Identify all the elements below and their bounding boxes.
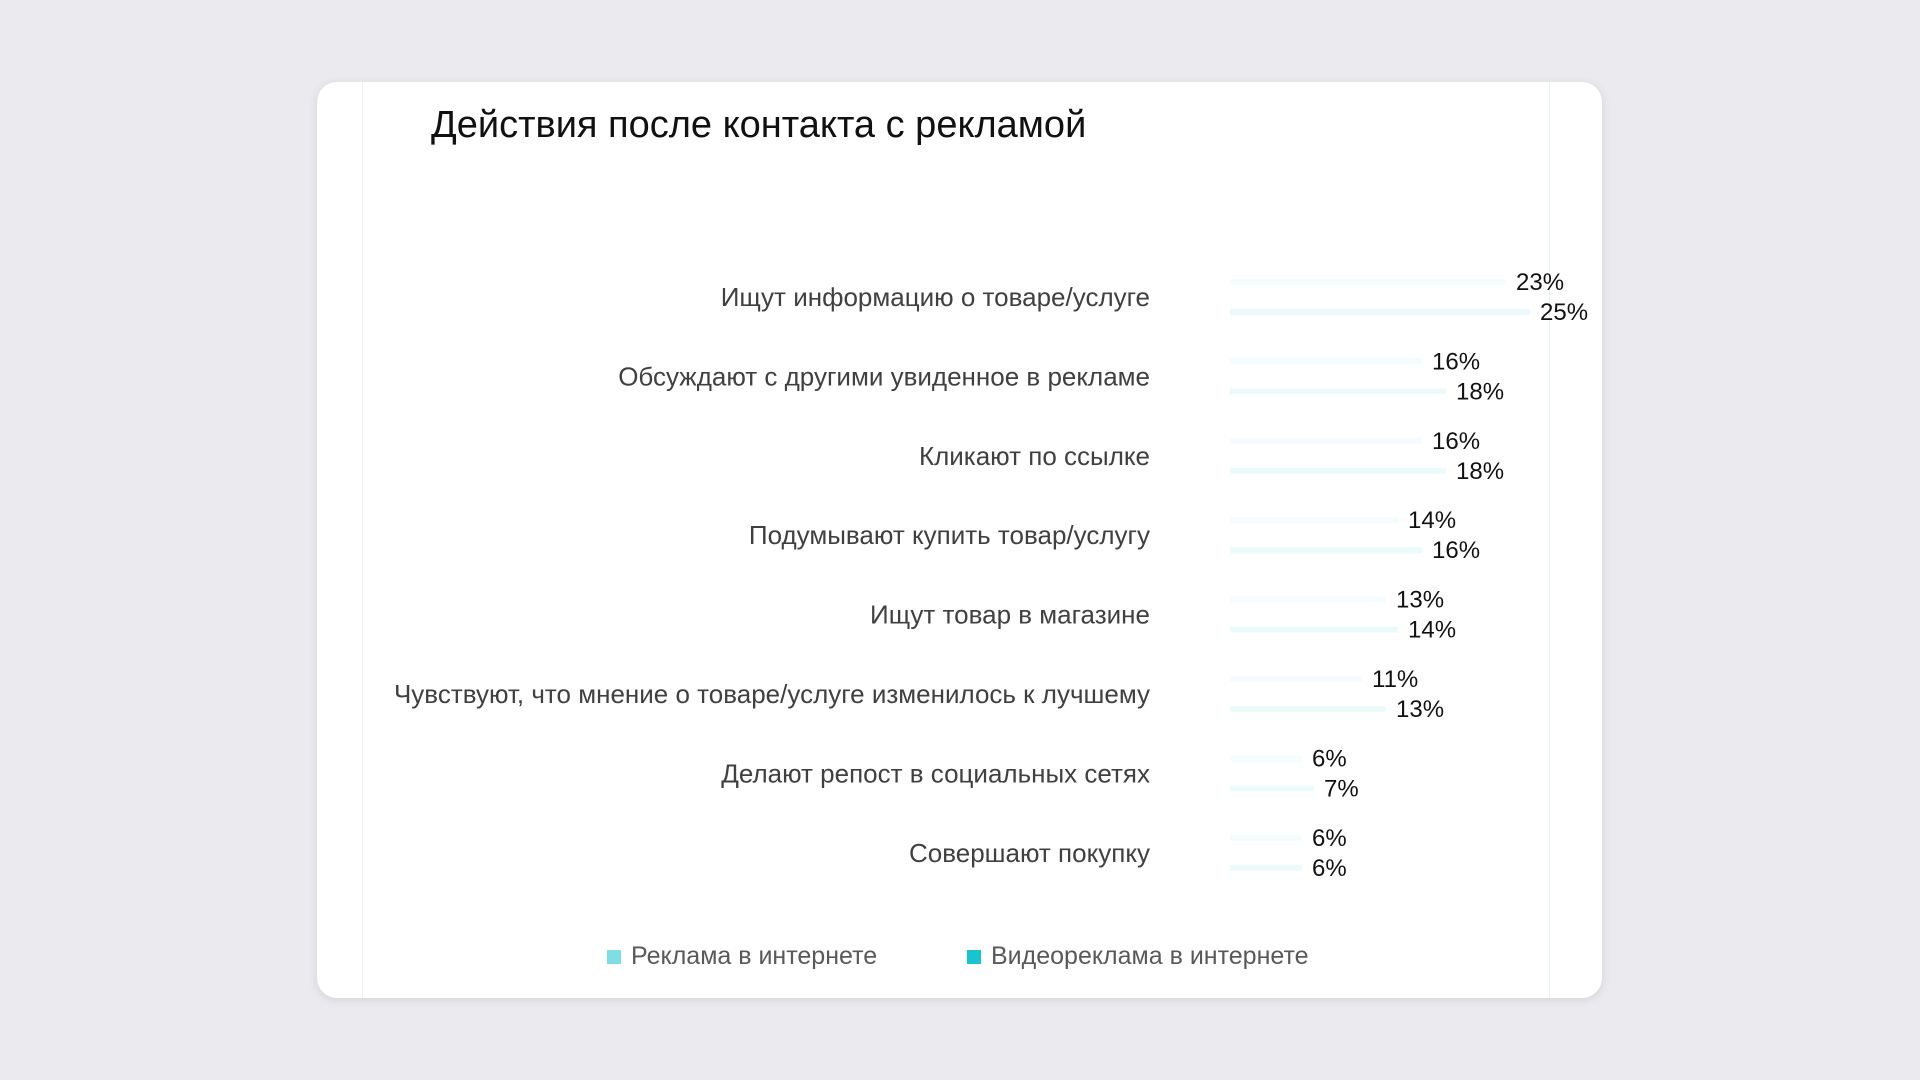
bar-series-1 <box>1230 517 1398 524</box>
legend-item-series-1: Реклама в интернете <box>607 942 877 971</box>
data-label-series-2: 14% <box>1408 617 1456 644</box>
data-label-series-2: 25% <box>1540 299 1588 326</box>
chart-legend: Реклама в интернете Видеореклама в интер… <box>317 942 1602 982</box>
bar-series-1 <box>1230 596 1386 603</box>
category-label: Подумывают купить товар/услугу <box>749 520 1150 550</box>
category-label: Ищут информацию о товаре/услуге <box>721 282 1150 312</box>
legend-swatch-series-2 <box>967 949 981 964</box>
bar-series-1 <box>1230 834 1302 841</box>
category-label: Чувствуют, что мнение о товаре/услуге из… <box>394 679 1150 709</box>
bar-series-1 <box>1230 437 1422 444</box>
bar-series-1 <box>1230 358 1422 365</box>
bar-series-2 <box>1230 785 1314 792</box>
chart-card: Действия после контакта с рекламой Ищут … <box>317 82 1602 998</box>
bar-series-1 <box>1230 755 1302 762</box>
data-label-series-1: 6% <box>1312 745 1347 772</box>
category-label: Делают репост в социальных сетях <box>721 758 1150 788</box>
data-label-series-1: 16% <box>1432 428 1480 455</box>
bar-chart: Ищут информацию о товаре/услуге 23% 25% Обс… <box>394 269 1588 882</box>
bar-series-2 <box>1230 309 1530 315</box>
data-label-series-2: 18% <box>1456 378 1504 405</box>
bar-series-2 <box>1230 547 1422 554</box>
bar-series-2 <box>1230 706 1386 712</box>
legend-label-series-1: Реклама в интернете <box>631 942 878 970</box>
data-label-series-2: 16% <box>1432 537 1480 564</box>
data-label-series-1: 14% <box>1408 507 1456 534</box>
data-label-series-1: 16% <box>1432 348 1480 375</box>
data-label-series-1: 6% <box>1312 825 1347 852</box>
category-label: Совершают покупку <box>909 838 1150 868</box>
legend-swatch-series-1 <box>607 949 621 964</box>
legend-label-series-2: Видеореклама в интернете <box>991 942 1309 970</box>
bar-series-1 <box>1230 279 1506 285</box>
bar-series-2 <box>1230 467 1446 474</box>
card-guide-right <box>1549 82 1550 998</box>
category-label: Обсуждают с другими увиденное в рекламе <box>618 361 1150 391</box>
bar-series-2 <box>1230 388 1446 395</box>
category-label: Кликают по ссылке <box>919 441 1150 471</box>
bar-series-1 <box>1230 676 1362 682</box>
data-label-series-1: 13% <box>1396 587 1444 614</box>
data-label-series-2: 7% <box>1324 775 1359 802</box>
data-label-series-2: 13% <box>1396 696 1444 723</box>
data-label-series-1: 11% <box>1372 666 1418 693</box>
data-label-series-2: 18% <box>1456 458 1504 485</box>
data-label-series-1: 23% <box>1516 269 1564 296</box>
bar-series-2 <box>1230 864 1302 871</box>
chart-title: Действия после контакта с рекламой <box>431 104 1087 146</box>
category-label: Ищут товар в магазине <box>870 600 1150 630</box>
data-label-series-2: 6% <box>1312 855 1347 882</box>
bar-series-2 <box>1230 626 1398 633</box>
legend-item-series-2: Видеореклама в интернете <box>967 942 1309 971</box>
card-guide-left <box>362 82 363 998</box>
